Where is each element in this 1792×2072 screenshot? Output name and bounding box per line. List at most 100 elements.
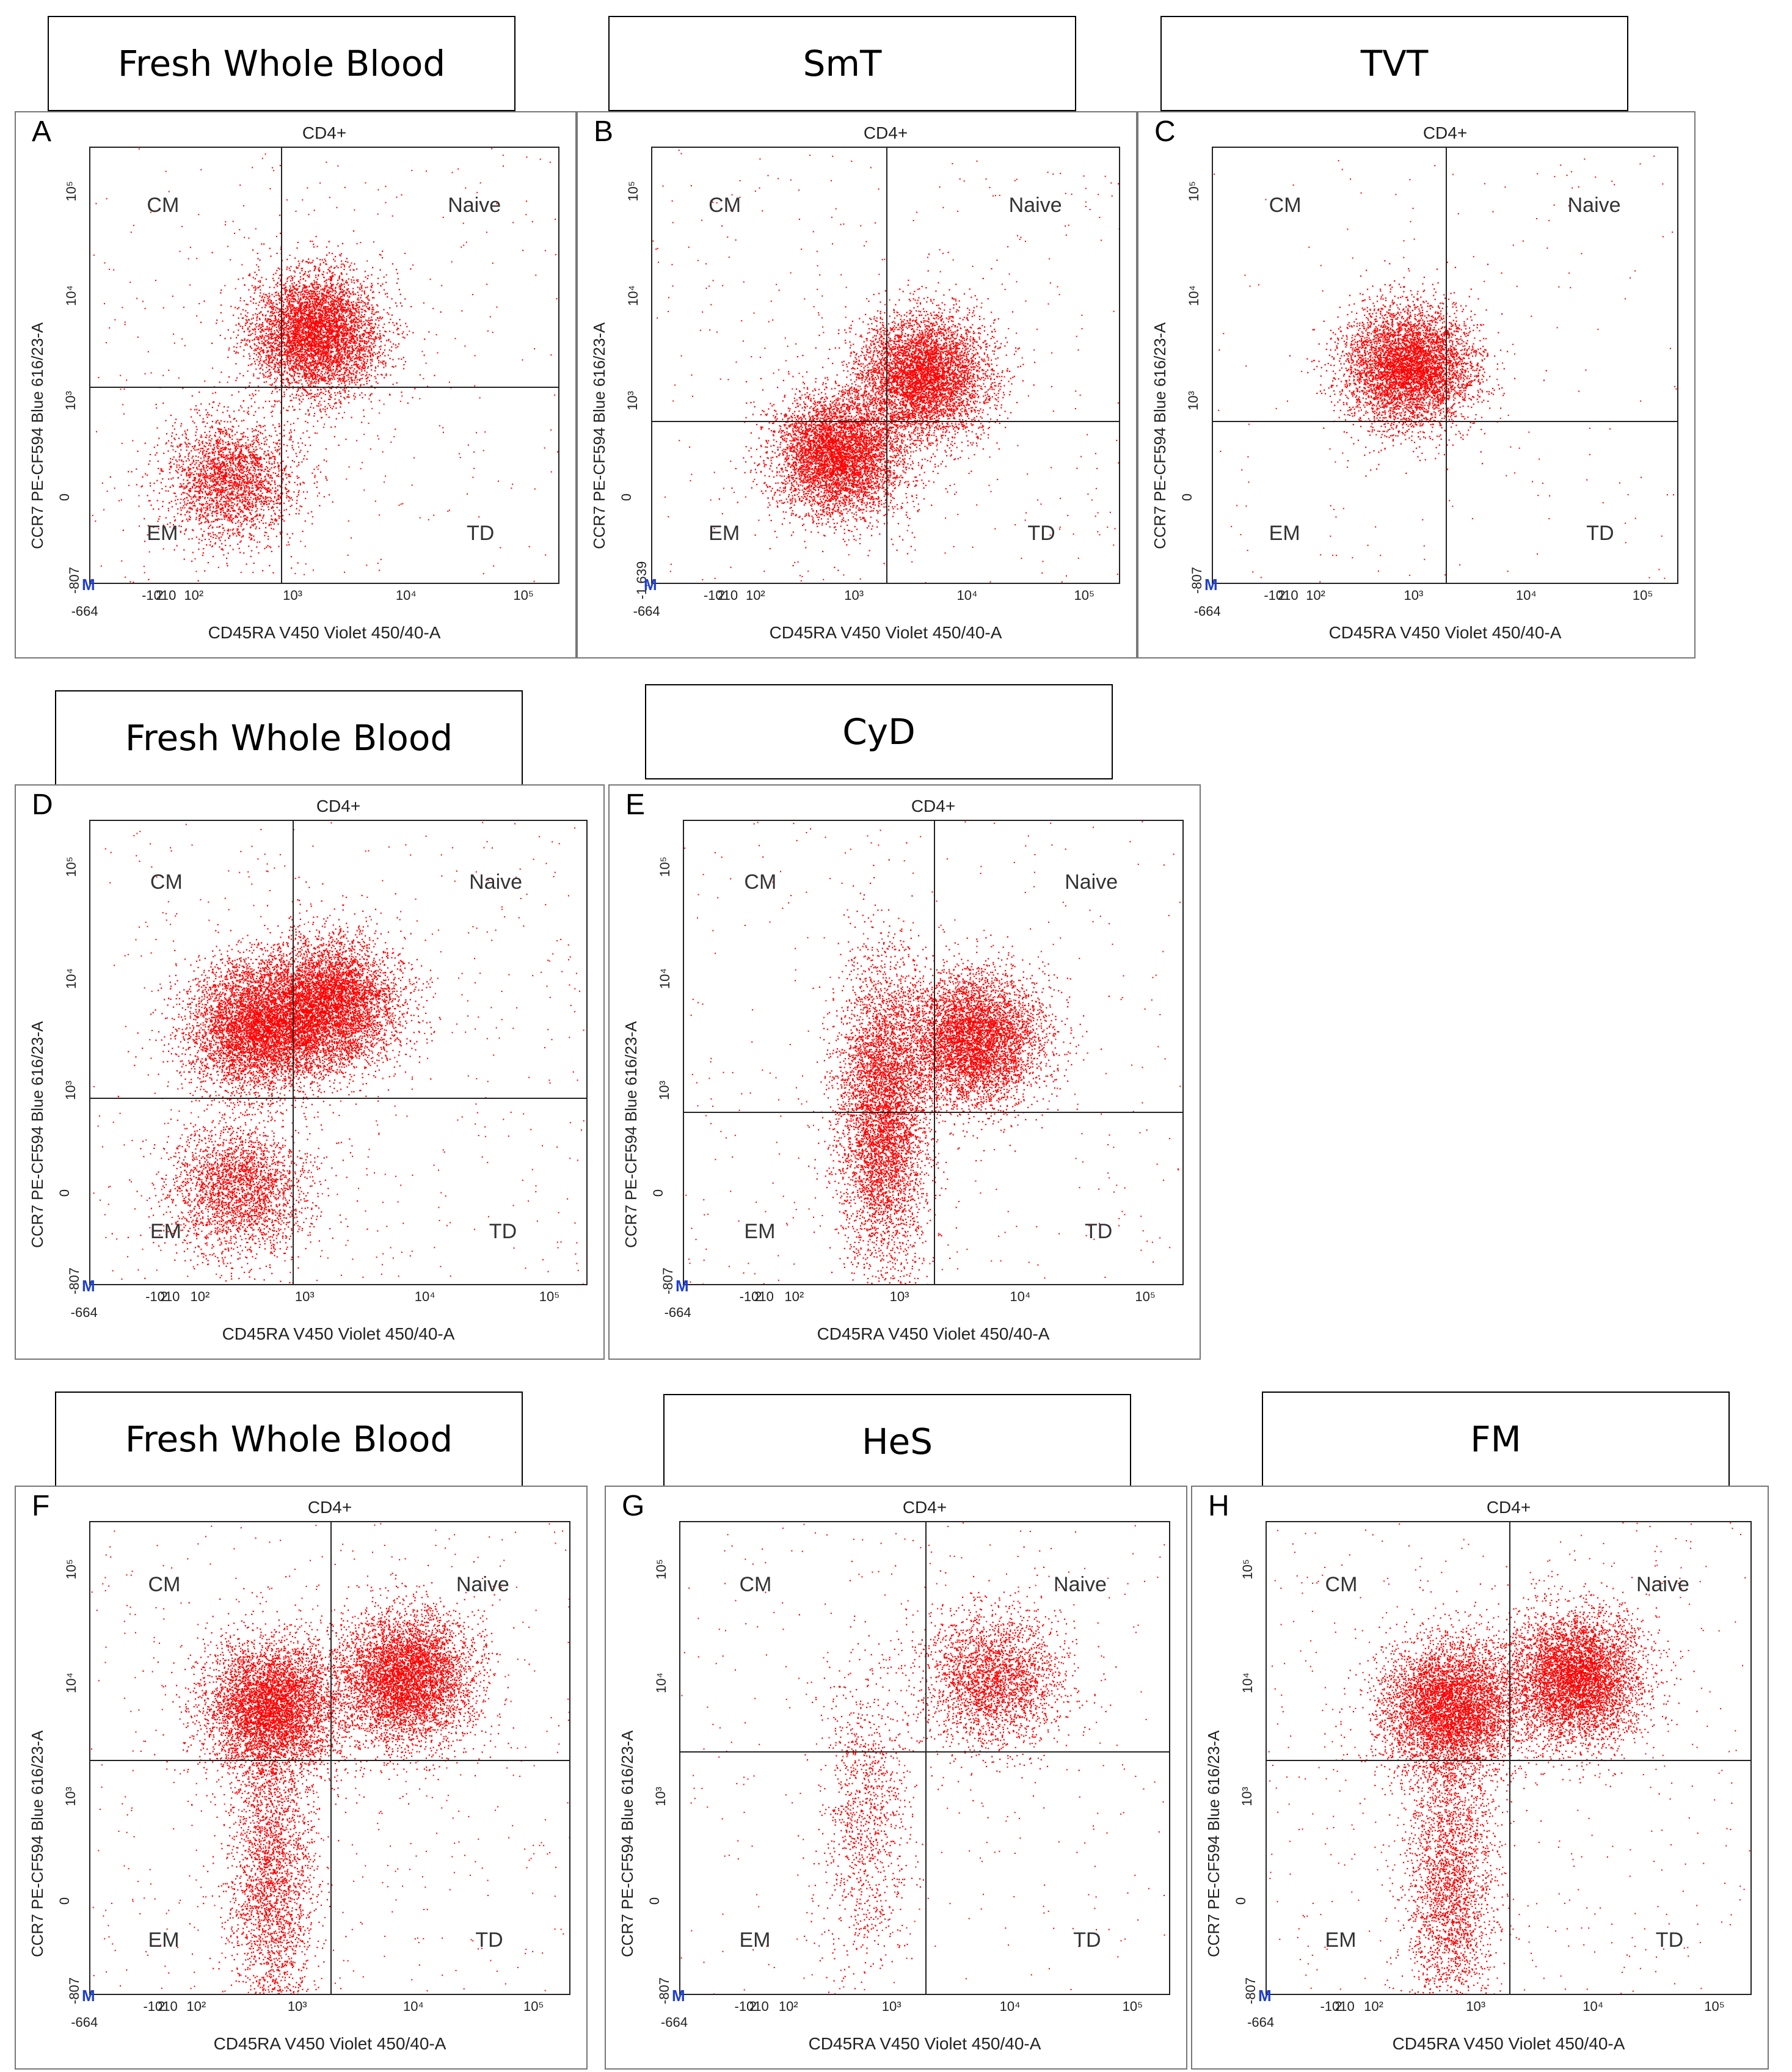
gate-vertical-line[interactable] xyxy=(1509,1522,1510,1994)
scatter-panel-g: G CD4+ CM Naive EM TD -664 -1010 2 10² 10³ 10⁴ 10⁵ 10… xyxy=(605,1486,1187,2070)
quadrant-label-em: EM xyxy=(708,522,740,545)
x-tick-label: -664 xyxy=(71,604,98,619)
gate-marker[interactable]: M xyxy=(676,1277,689,1296)
plot-area: CM Naive EM TD xyxy=(89,820,588,1285)
x-tick-label: -664 xyxy=(71,1305,98,1321)
title-box-e: CyD xyxy=(645,684,1113,779)
x-tick-label: 2 xyxy=(718,588,725,604)
quadrant-label-naive: Naive xyxy=(1065,870,1118,894)
x-axis-label: CD45RA V450 Violet 450/40-A xyxy=(1212,623,1678,643)
y-tick-label: 10⁴ xyxy=(1240,1673,1256,1693)
gate-vertical-line[interactable] xyxy=(886,148,887,583)
gate-marker[interactable]: M xyxy=(644,575,657,594)
x-tick-label: 10⁴ xyxy=(396,588,417,604)
title-text: SmT xyxy=(803,43,882,84)
scatter-panel-c: C CD4+ CM Naive EM TD -664 -1010 2 10² 10³ 10⁴ 10⁵ 10… xyxy=(1137,111,1695,658)
x-tick-label: 2 xyxy=(749,1999,757,2015)
gate-marker[interactable]: M xyxy=(1204,575,1218,594)
gate-marker[interactable]: M xyxy=(82,575,95,594)
x-tick-label: 10² xyxy=(1364,1999,1383,2015)
y-tick-label: -807 xyxy=(1189,567,1205,594)
gate-horizontal-line[interactable] xyxy=(90,387,558,388)
y-axis-label: CCR7 PE-CF594 Blue 616/23-A xyxy=(1151,322,1170,549)
quadrant-label-em: EM xyxy=(1325,1928,1357,1952)
y-tick-label: 0 xyxy=(57,1189,73,1196)
gate-vertical-line[interactable] xyxy=(1446,148,1447,583)
y-tick-label: 10⁴ xyxy=(654,1673,669,1693)
x-tick-label: 10⁵ xyxy=(1074,588,1095,604)
y-tick-label: 10⁵ xyxy=(1186,181,1202,202)
x-tick-label: 2 xyxy=(1278,588,1285,604)
y-tick-label: 10⁴ xyxy=(657,968,673,989)
y-tick-label: 10³ xyxy=(63,391,79,410)
title-text: HeS xyxy=(862,1421,933,1462)
y-tick-label: 10⁴ xyxy=(64,968,79,989)
x-axis-label: CD45RA V450 Violet 450/40-A xyxy=(1266,2034,1752,2054)
gate-marker[interactable]: M xyxy=(82,1986,95,2005)
x-tick-label: 10² xyxy=(1306,588,1325,604)
gate-horizontal-line[interactable] xyxy=(90,1098,586,1099)
title-text: TVT xyxy=(1361,43,1429,84)
quadrant-label-em: EM xyxy=(150,1220,181,1244)
y-tick-label: 10⁵ xyxy=(657,856,673,877)
gate-marker[interactable]: M xyxy=(82,1277,95,1296)
x-tick-label: 10⁵ xyxy=(1135,1289,1156,1305)
y-tick-label: 10⁵ xyxy=(1240,1559,1256,1580)
x-tick-label: 10³ xyxy=(295,1289,315,1305)
quadrant-label-naive: Naive xyxy=(456,1573,509,1597)
x-axis-label: CD45RA V450 Violet 450/40-A xyxy=(651,623,1120,643)
gate-horizontal-line[interactable] xyxy=(652,421,1119,422)
plot-title: CD4+ xyxy=(89,123,559,143)
quadrant-label-cm: CM xyxy=(148,1573,181,1597)
gate-vertical-line[interactable] xyxy=(330,1522,332,1994)
gate-vertical-line[interactable] xyxy=(925,1522,927,1994)
x-tick-label: 10² xyxy=(184,588,203,604)
quadrant-label-naive: Naive xyxy=(1054,1573,1107,1597)
x-tick-label: 10⁵ xyxy=(539,1289,560,1305)
x-tick-label: 10⁴ xyxy=(415,1289,435,1305)
gate-horizontal-line[interactable] xyxy=(90,1760,569,1761)
gate-horizontal-line[interactable] xyxy=(680,1751,1169,1753)
y-tick-label: 10⁴ xyxy=(64,1673,79,1693)
panel-letter: F xyxy=(32,1489,49,1523)
x-tick-label: 10⁴ xyxy=(1583,1999,1603,2015)
quadrant-label-naive: Naive xyxy=(1636,1573,1689,1597)
title-box-b: SmT xyxy=(608,16,1076,111)
quadrant-label-em: EM xyxy=(147,522,178,545)
quadrant-label-td: TD xyxy=(1073,1928,1101,1952)
quadrant-label-cm: CM xyxy=(744,870,776,894)
x-tick-label: 10³ xyxy=(844,588,864,604)
x-tick-label: 2 xyxy=(754,1289,762,1305)
y-tick-label: -807 xyxy=(657,1977,672,2004)
scatter-panel-b: B CD4+ CM Naive EM TD -664 -1010 2 10² 10³ 10⁴ 10⁵ 10… xyxy=(577,111,1137,658)
plot-area: CM Naive EM TD xyxy=(651,147,1120,584)
x-axis-label: CD45RA V450 Violet 450/40-A xyxy=(679,2034,1170,2054)
gate-horizontal-line[interactable] xyxy=(1213,421,1677,422)
quadrant-label-naive: Naive xyxy=(448,194,501,217)
gate-marker[interactable]: M xyxy=(1258,1986,1272,2005)
x-tick-label: 10⁵ xyxy=(513,588,534,604)
y-axis-label: CCR7 PE-CF594 Blue 616/23-A xyxy=(590,322,609,549)
x-tick-label: 10² xyxy=(186,1999,206,2015)
gate-vertical-line[interactable] xyxy=(281,148,282,583)
x-tick-label: 10⁵ xyxy=(523,1999,544,2015)
x-tick-label: -664 xyxy=(665,1305,691,1321)
x-axis-label: CD45RA V450 Violet 450/40-A xyxy=(89,1324,588,1344)
quadrant-label-td: TD xyxy=(1085,1220,1112,1244)
y-tick-label: 0 xyxy=(57,1897,73,1905)
scatter-panel-e: E CD4+ CM Naive EM TD -664 -1010 2 10² 10³ 10⁴ 10⁵ 10… xyxy=(608,784,1201,1360)
gate-horizontal-line[interactable] xyxy=(684,1112,1182,1113)
gate-horizontal-line[interactable] xyxy=(1267,1760,1750,1761)
quadrant-label-em: EM xyxy=(148,1928,180,1952)
title-text: Fresh Whole Blood xyxy=(125,1418,453,1460)
x-tick-label: 10⁵ xyxy=(1704,1999,1725,2015)
quadrant-label-naive: Naive xyxy=(1568,194,1621,217)
panel-letter: H xyxy=(1208,1489,1229,1523)
quadrant-label-cm: CM xyxy=(147,194,179,217)
y-axis-label: CCR7 PE-CF594 Blue 616/23-A xyxy=(1204,1731,1223,1957)
gate-marker[interactable]: M xyxy=(672,1986,685,2005)
x-tick-label: 10³ xyxy=(283,588,302,604)
gate-vertical-line[interactable] xyxy=(293,821,294,1284)
gate-vertical-line[interactable] xyxy=(934,821,935,1284)
quadrant-label-em: EM xyxy=(739,1928,770,1952)
